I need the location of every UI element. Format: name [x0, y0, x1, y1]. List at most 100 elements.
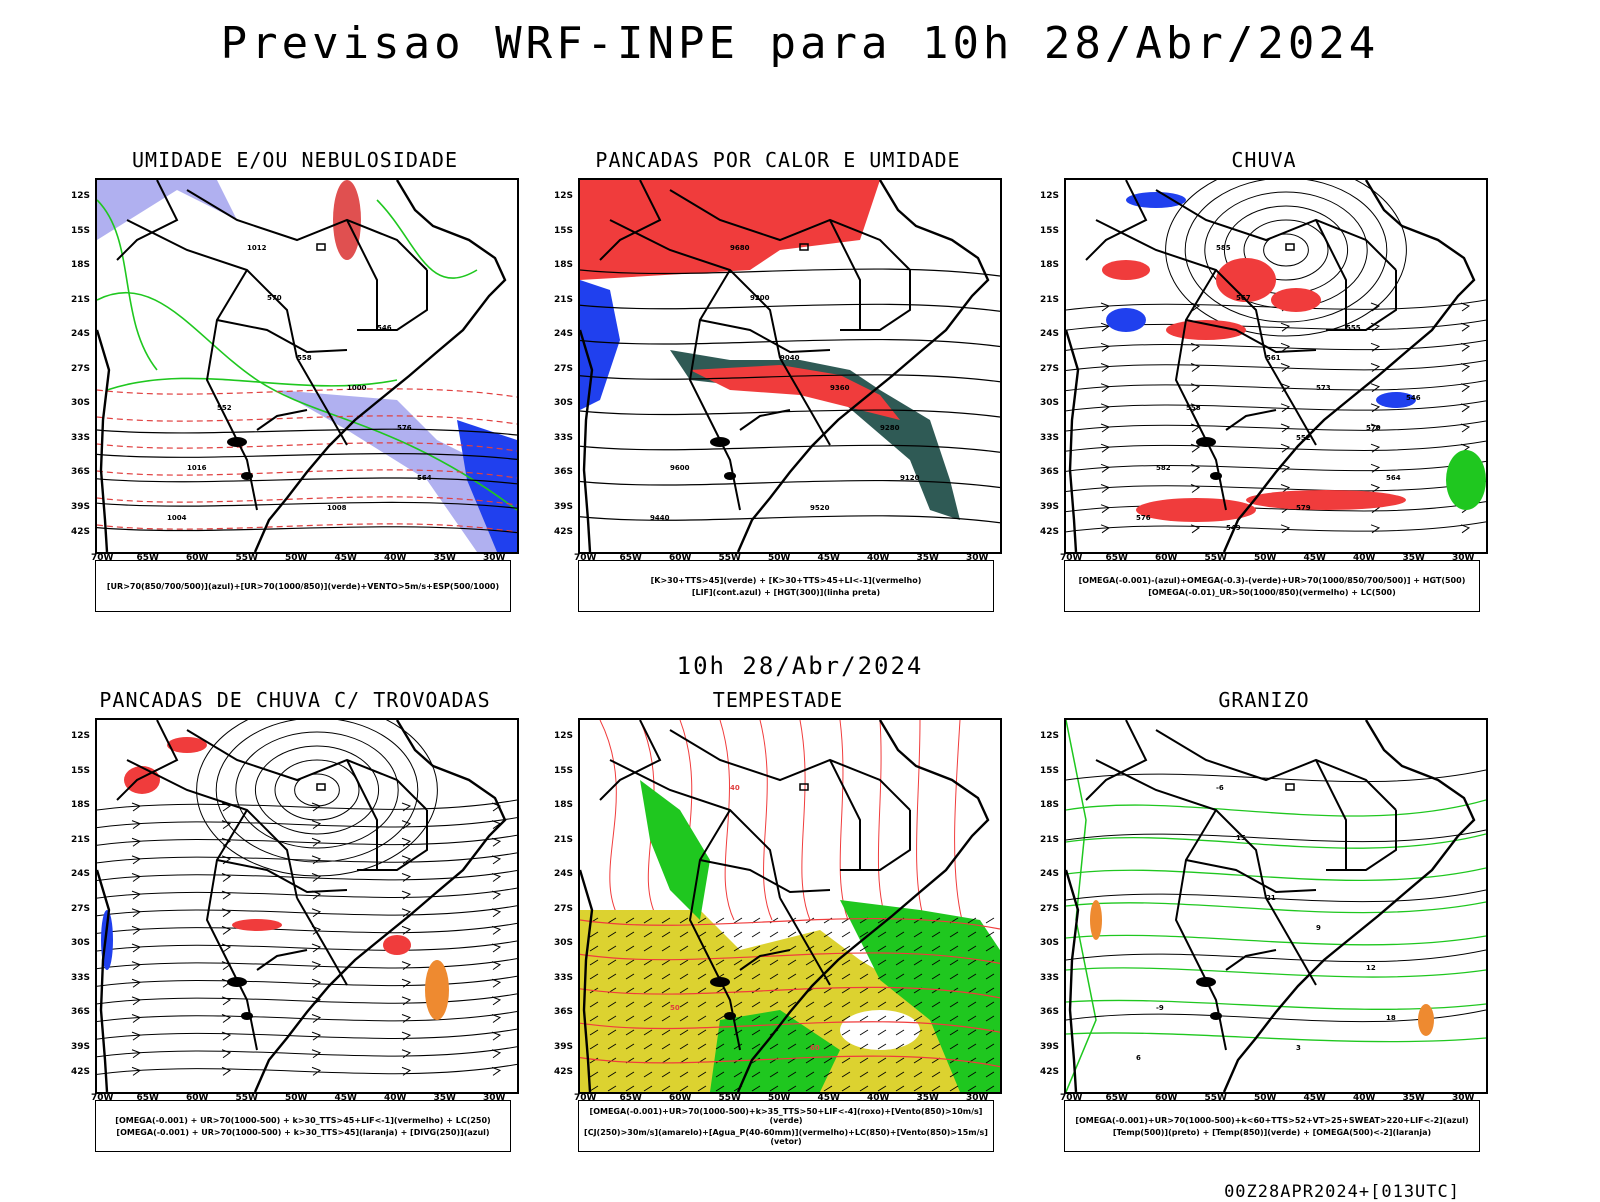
- streamline: [1066, 460, 1486, 472]
- lat-tick-label: 15S: [554, 765, 574, 776]
- city-marker: [316, 783, 326, 791]
- wind-green: [710, 1010, 840, 1092]
- lon-tick-label: 55W: [1204, 1093, 1227, 1103]
- wind-vector: [859, 1043, 869, 1050]
- arrowhead: [401, 873, 412, 882]
- streamline: [97, 975, 517, 987]
- contour-label: 558: [297, 354, 312, 362]
- temp850-contour: [1068, 810, 1104, 990]
- contour-label: 9280: [880, 424, 900, 432]
- lat-tick-label: 21S: [554, 294, 574, 305]
- pw-contour: [719, 720, 735, 921]
- legend-line: [OMEGA(-0.001) + UR>70(1000-500) + k>30_…: [116, 1127, 490, 1137]
- coastline: [1066, 869, 1080, 1092]
- lon-tick-label: 50W: [1254, 553, 1277, 563]
- wind-vector: [661, 1029, 671, 1036]
- wind-vector: [841, 1085, 851, 1092]
- wind-vector: [823, 1057, 833, 1064]
- wind-vector: [715, 1071, 725, 1078]
- wind-vector: [625, 1001, 635, 1008]
- lat-tick-label: 33S: [554, 432, 574, 443]
- panel-legend: [OMEGA(-0.001)+UR>70(1000-500)+k>35_TTS>…: [578, 1100, 994, 1152]
- pw-contour: [954, 720, 963, 921]
- wind-green: [640, 780, 710, 920]
- wind-vector: [967, 931, 977, 938]
- arrowhead: [221, 1014, 232, 1023]
- arrowhead: [1100, 383, 1111, 393]
- country-border: [1155, 729, 1397, 811]
- arrowhead: [491, 996, 502, 1006]
- lat-tick-label: 21S: [1040, 834, 1060, 845]
- arrowhead: [1460, 524, 1471, 534]
- arrowhead: [221, 925, 232, 935]
- wind-vector: [787, 931, 797, 938]
- contour-line: [97, 415, 517, 425]
- wind-vector: [787, 1029, 797, 1036]
- lat-tick-label: 15S: [554, 225, 574, 236]
- wind-vector: [661, 1001, 671, 1008]
- map-area[interactable]: -6 -9 3 6 9 12 15 18 21: [1064, 718, 1488, 1094]
- country-border: [699, 859, 831, 894]
- arrowhead: [131, 837, 142, 847]
- country-border: [688, 809, 741, 1051]
- wind-vector: [715, 1043, 725, 1050]
- arrowhead: [1460, 383, 1471, 393]
- arrowhead: [491, 890, 502, 900]
- lat-tick-label: 39S: [554, 501, 574, 512]
- lat-tick-label: 12S: [554, 731, 574, 741]
- arrowhead: [491, 943, 502, 953]
- pw-contour: [799, 720, 811, 921]
- contour-line: [580, 1055, 1000, 1068]
- wind-vector: [715, 917, 725, 924]
- arrowhead: [131, 855, 142, 865]
- wind-vector: [715, 945, 725, 952]
- wind-vector: [823, 1029, 833, 1036]
- country-border: [1095, 759, 1267, 899]
- wind-vector: [913, 1071, 923, 1078]
- wind-vector: [913, 931, 923, 938]
- wind-vector: [931, 1043, 941, 1050]
- panel-legend: [K>30+TTS>45](verde) + [K>30+TTS>45+LI<-…: [578, 560, 994, 612]
- country-border: [205, 809, 258, 1051]
- wind-vector: [589, 945, 599, 952]
- lake: [227, 977, 247, 987]
- lon-tick-label: 55W: [1204, 553, 1227, 563]
- country-border: [1225, 409, 1277, 431]
- arrowhead: [131, 1066, 142, 1076]
- contour-label: 585: [1216, 244, 1231, 252]
- streamline: [97, 993, 517, 1005]
- lat-tick-label: 24S: [71, 329, 91, 339]
- arrowhead: [311, 820, 322, 830]
- streamline: [97, 887, 517, 899]
- lat-tick-label: 42S: [71, 527, 91, 537]
- streamline: [1066, 440, 1486, 452]
- wind-vector: [733, 959, 743, 966]
- lat-tick-label: 15S: [1040, 225, 1060, 236]
- map-area[interactable]: 40 50 60: [578, 718, 1002, 1094]
- lon-tick-label: 40W: [867, 553, 890, 563]
- wind-vector: [715, 1001, 725, 1008]
- map-area[interactable]: 1012 1016 1008 1004 1000 576 570 564 558 552 546: [95, 178, 519, 554]
- contour-label: 9040: [780, 354, 800, 362]
- wind-vector: [859, 1001, 869, 1008]
- map-area[interactable]: 9680 9600 9520 9440 9360 9280 9200 9120 9040: [578, 178, 1002, 554]
- wind-vector: [697, 1071, 707, 1078]
- country-border: [779, 357, 831, 446]
- arrowhead: [401, 1014, 412, 1023]
- country-border: [186, 729, 428, 811]
- lon-tick-label: 40W: [384, 553, 407, 563]
- lon-tick-label: 65W: [1105, 1093, 1128, 1103]
- contour-label: -9: [1156, 1004, 1164, 1012]
- panel-legend: [OMEGA(-0.001)+UR>70(1000-500)+k<60+TTS>…: [1064, 1100, 1480, 1152]
- wind-vector: [877, 931, 887, 938]
- wind-vector: [895, 1043, 905, 1050]
- country-border: [296, 357, 348, 446]
- arrowhead: [1280, 342, 1291, 352]
- map-area[interactable]: [95, 718, 519, 1094]
- wind-vector: [985, 973, 995, 980]
- wind-vector: [751, 1071, 761, 1078]
- map-area[interactable]: 585 582 579 576 573 570 567 564 561 558 555 552 549 5…: [1064, 178, 1488, 554]
- wind-vector: [967, 1071, 977, 1078]
- legend-line: [LIF](cont.azul) + [HGT(300)](linha pret…: [691, 587, 881, 597]
- lif-blue: [580, 280, 620, 410]
